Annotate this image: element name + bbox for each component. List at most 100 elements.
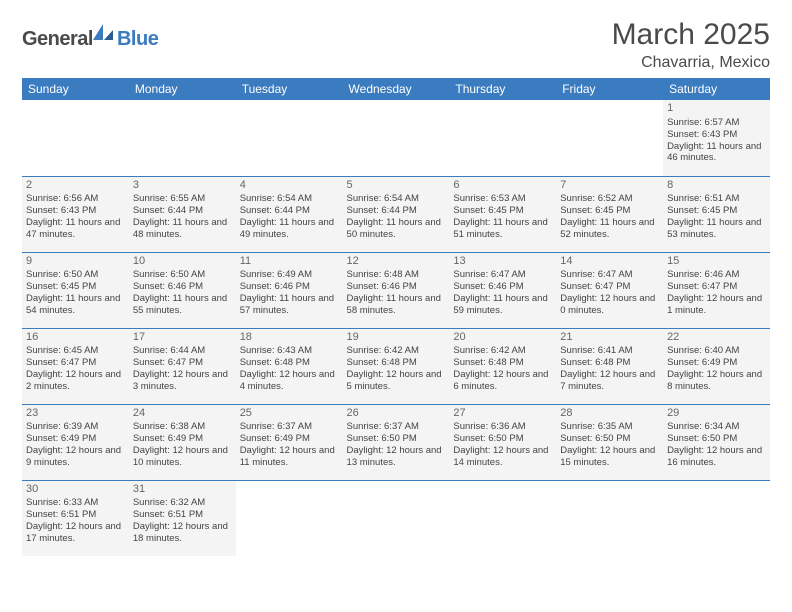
day-header: Thursday [449, 78, 556, 100]
sunset-text: Sunset: 6:46 PM [453, 281, 552, 293]
day-number: 11 [240, 255, 339, 269]
header: General Blue March 2025 Chavarria, Mexic… [22, 18, 770, 72]
calendar-week-row: 2Sunrise: 6:56 AMSunset: 6:43 PMDaylight… [22, 176, 770, 252]
daylight-text: Daylight: 12 hours and 15 minutes. [560, 445, 659, 469]
sunset-text: Sunset: 6:43 PM [667, 129, 766, 141]
day-header: Monday [129, 78, 236, 100]
sunrise-text: Sunrise: 6:54 AM [347, 193, 446, 205]
day-number: 12 [347, 255, 446, 269]
calendar-cell: 25Sunrise: 6:37 AMSunset: 6:49 PMDayligh… [236, 404, 343, 480]
calendar-cell: 7Sunrise: 6:52 AMSunset: 6:45 PMDaylight… [556, 176, 663, 252]
calendar-cell: 23Sunrise: 6:39 AMSunset: 6:49 PMDayligh… [22, 404, 129, 480]
sunset-text: Sunset: 6:47 PM [667, 281, 766, 293]
sunset-text: Sunset: 6:47 PM [560, 281, 659, 293]
day-number: 28 [560, 407, 659, 421]
day-number: 2 [26, 179, 125, 193]
sunrise-text: Sunrise: 6:54 AM [240, 193, 339, 205]
calendar-cell-blank [449, 480, 556, 556]
calendar-cell: 30Sunrise: 6:33 AMSunset: 6:51 PMDayligh… [22, 480, 129, 556]
day-number: 18 [240, 331, 339, 345]
day-number: 19 [347, 331, 446, 345]
sunrise-text: Sunrise: 6:37 AM [240, 421, 339, 433]
calendar-cell-blank [129, 100, 236, 176]
calendar-week-row: 16Sunrise: 6:45 AMSunset: 6:47 PMDayligh… [22, 328, 770, 404]
calendar-cell: 2Sunrise: 6:56 AMSunset: 6:43 PMDaylight… [22, 176, 129, 252]
sunrise-text: Sunrise: 6:43 AM [240, 345, 339, 357]
sunrise-text: Sunrise: 6:35 AM [560, 421, 659, 433]
daylight-text: Daylight: 12 hours and 0 minutes. [560, 293, 659, 317]
day-number: 26 [347, 407, 446, 421]
sunrise-text: Sunrise: 6:42 AM [453, 345, 552, 357]
daylight-text: Daylight: 12 hours and 18 minutes. [133, 521, 232, 545]
sunset-text: Sunset: 6:51 PM [133, 509, 232, 521]
daylight-text: Daylight: 11 hours and 46 minutes. [667, 141, 766, 165]
day-number: 15 [667, 255, 766, 269]
day-number: 29 [667, 407, 766, 421]
logo: General Blue [22, 24, 158, 55]
calendar-cell: 20Sunrise: 6:42 AMSunset: 6:48 PMDayligh… [449, 328, 556, 404]
calendar-cell: 12Sunrise: 6:48 AMSunset: 6:46 PMDayligh… [343, 252, 450, 328]
calendar-cell: 18Sunrise: 6:43 AMSunset: 6:48 PMDayligh… [236, 328, 343, 404]
daylight-text: Daylight: 12 hours and 2 minutes. [26, 369, 125, 393]
sunset-text: Sunset: 6:44 PM [240, 205, 339, 217]
calendar-cell: 27Sunrise: 6:36 AMSunset: 6:50 PMDayligh… [449, 404, 556, 480]
sunrise-text: Sunrise: 6:41 AM [560, 345, 659, 357]
sunset-text: Sunset: 6:47 PM [26, 357, 125, 369]
calendar-cell: 19Sunrise: 6:42 AMSunset: 6:48 PMDayligh… [343, 328, 450, 404]
sunrise-text: Sunrise: 6:39 AM [26, 421, 125, 433]
calendar-cell: 26Sunrise: 6:37 AMSunset: 6:50 PMDayligh… [343, 404, 450, 480]
calendar-cell: 6Sunrise: 6:53 AMSunset: 6:45 PMDaylight… [449, 176, 556, 252]
calendar-table: SundayMondayTuesdayWednesdayThursdayFrid… [22, 78, 770, 556]
sunrise-text: Sunrise: 6:50 AM [26, 269, 125, 281]
sunset-text: Sunset: 6:50 PM [560, 433, 659, 445]
day-number: 14 [560, 255, 659, 269]
day-number: 23 [26, 407, 125, 421]
calendar-cell-blank [663, 480, 770, 556]
calendar-week-row: 30Sunrise: 6:33 AMSunset: 6:51 PMDayligh… [22, 480, 770, 556]
calendar-cell: 16Sunrise: 6:45 AMSunset: 6:47 PMDayligh… [22, 328, 129, 404]
sunset-text: Sunset: 6:46 PM [133, 281, 232, 293]
daylight-text: Daylight: 11 hours and 52 minutes. [560, 217, 659, 241]
daylight-text: Daylight: 11 hours and 50 minutes. [347, 217, 446, 241]
calendar-cell: 13Sunrise: 6:47 AMSunset: 6:46 PMDayligh… [449, 252, 556, 328]
day-number: 7 [560, 179, 659, 193]
calendar-cell: 14Sunrise: 6:47 AMSunset: 6:47 PMDayligh… [556, 252, 663, 328]
calendar-cell: 11Sunrise: 6:49 AMSunset: 6:46 PMDayligh… [236, 252, 343, 328]
sunset-text: Sunset: 6:51 PM [26, 509, 125, 521]
daylight-text: Daylight: 12 hours and 7 minutes. [560, 369, 659, 393]
day-number: 21 [560, 331, 659, 345]
day-number: 13 [453, 255, 552, 269]
daylight-text: Daylight: 12 hours and 14 minutes. [453, 445, 552, 469]
daylight-text: Daylight: 11 hours and 48 minutes. [133, 217, 232, 241]
sunset-text: Sunset: 6:45 PM [667, 205, 766, 217]
sunset-text: Sunset: 6:49 PM [26, 433, 125, 445]
day-number: 9 [26, 255, 125, 269]
sunset-text: Sunset: 6:45 PM [453, 205, 552, 217]
calendar-cell: 8Sunrise: 6:51 AMSunset: 6:45 PMDaylight… [663, 176, 770, 252]
calendar-cell-blank [556, 100, 663, 176]
sunset-text: Sunset: 6:48 PM [560, 357, 659, 369]
day-header: Saturday [663, 78, 770, 100]
calendar-cell: 29Sunrise: 6:34 AMSunset: 6:50 PMDayligh… [663, 404, 770, 480]
day-number: 27 [453, 407, 552, 421]
daylight-text: Daylight: 12 hours and 3 minutes. [133, 369, 232, 393]
daylight-text: Daylight: 11 hours and 53 minutes. [667, 217, 766, 241]
calendar-cell-blank [449, 100, 556, 176]
calendar-cell: 22Sunrise: 6:40 AMSunset: 6:49 PMDayligh… [663, 328, 770, 404]
calendar-cell-blank [556, 480, 663, 556]
daylight-text: Daylight: 11 hours and 57 minutes. [240, 293, 339, 317]
calendar-week-row: 1Sunrise: 6:57 AMSunset: 6:43 PMDaylight… [22, 100, 770, 176]
sunset-text: Sunset: 6:48 PM [453, 357, 552, 369]
calendar-cell: 9Sunrise: 6:50 AMSunset: 6:45 PMDaylight… [22, 252, 129, 328]
day-number: 10 [133, 255, 232, 269]
day-header: Tuesday [236, 78, 343, 100]
calendar-cell: 15Sunrise: 6:46 AMSunset: 6:47 PMDayligh… [663, 252, 770, 328]
calendar-cell: 31Sunrise: 6:32 AMSunset: 6:51 PMDayligh… [129, 480, 236, 556]
calendar-header-row: SundayMondayTuesdayWednesdayThursdayFrid… [22, 78, 770, 100]
sunrise-text: Sunrise: 6:49 AM [240, 269, 339, 281]
sunrise-text: Sunrise: 6:47 AM [453, 269, 552, 281]
sunset-text: Sunset: 6:44 PM [133, 205, 232, 217]
sunrise-text: Sunrise: 6:46 AM [667, 269, 766, 281]
calendar-body: 1Sunrise: 6:57 AMSunset: 6:43 PMDaylight… [22, 100, 770, 556]
calendar-cell: 17Sunrise: 6:44 AMSunset: 6:47 PMDayligh… [129, 328, 236, 404]
